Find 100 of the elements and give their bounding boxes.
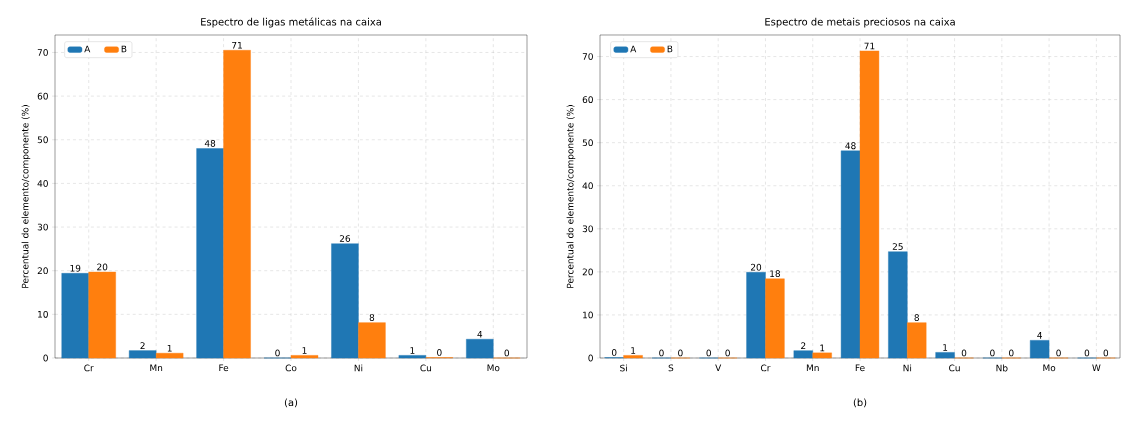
y-tick-label: 40: [582, 182, 593, 190]
x-tick-label: V: [715, 364, 722, 372]
x-tick-label: Si: [620, 364, 627, 372]
x-tick-label: Cu: [949, 364, 960, 372]
y-tick-label: 50: [582, 139, 593, 147]
data-label: 25: [892, 243, 903, 250]
bar: [623, 355, 643, 359]
data-label: 4: [1037, 332, 1042, 339]
x-tick-label: Mo: [1043, 364, 1056, 372]
data-label: 26: [339, 235, 351, 242]
data-label: 0: [706, 349, 711, 357]
data-label: 1: [820, 344, 825, 352]
x-tick-label: Ni: [903, 364, 912, 372]
chart-title: Espectro de ligas metálicas na caixa: [201, 17, 381, 28]
y-tick-label: 0: [43, 354, 48, 362]
text: (a): [284, 398, 298, 408]
data-label: 0: [1009, 349, 1014, 357]
x-tick-label: Cu: [420, 364, 432, 372]
data-label: 71: [864, 42, 875, 50]
data-label: 0: [611, 349, 617, 356]
data-label: 0: [1056, 349, 1061, 357]
legend-label: A: [630, 45, 637, 53]
bar: [398, 355, 427, 359]
data-label: 19: [70, 264, 81, 272]
data-label: 0: [504, 349, 510, 357]
bar: [128, 350, 157, 359]
y-tick-label: 70: [37, 49, 48, 56]
bar: [155, 353, 184, 359]
bar: [859, 50, 880, 359]
data-label: 0: [961, 349, 967, 357]
bar: [358, 322, 386, 359]
data-label: 1: [302, 347, 307, 354]
bar: [61, 273, 89, 359]
bar: [812, 352, 832, 359]
data-label: 1: [943, 344, 948, 351]
data-label: 0: [725, 349, 730, 357]
data-label: 48: [204, 140, 216, 147]
x-tick-label: W: [1092, 364, 1101, 372]
x-tick-label: Mn: [150, 364, 163, 372]
bar: [746, 272, 766, 359]
y-axis-title: Percentual do elemento/componente (%): [566, 105, 576, 288]
bar: [765, 278, 785, 359]
data-label: 0: [1103, 349, 1109, 357]
bar: [88, 271, 116, 359]
data-label: 48: [845, 142, 856, 150]
y-tick-label: 0: [588, 354, 593, 362]
data-label: 0: [659, 349, 664, 357]
x-tick-label: S: [668, 364, 674, 372]
data-label: 20: [750, 263, 762, 271]
y-tick-label: 30: [582, 225, 593, 233]
y-tick-label: 60: [582, 96, 593, 103]
legend-label: B: [667, 45, 673, 53]
y-tick-label: 20: [582, 268, 593, 276]
text: (b): [853, 398, 867, 408]
bar: [907, 322, 927, 359]
data-label: 1: [631, 347, 636, 354]
bar: [888, 251, 908, 359]
bar: [290, 355, 319, 359]
data-label: 71: [232, 42, 242, 49]
bar: [223, 50, 251, 359]
y-tick-label: 60: [37, 92, 48, 100]
y-tick-label: 40: [37, 180, 48, 187]
bar: [1030, 340, 1050, 359]
legend-label: B: [121, 45, 127, 53]
chart-title: Espectro de metais preciosos na caixa: [765, 17, 955, 28]
bar: [331, 243, 359, 359]
data-label: 1: [410, 347, 415, 354]
y-axis-title: Percentual do elemento/componente (%): [21, 105, 31, 288]
bar: [793, 350, 813, 359]
data-label: 2: [140, 342, 145, 349]
data-label: 18: [770, 270, 781, 278]
y-tick-label: 10: [583, 311, 593, 319]
x-tick-label: Cr: [84, 364, 94, 372]
x-tick-label: Co: [285, 364, 297, 372]
data-label: 20: [97, 263, 108, 271]
y-tick-label: 50: [37, 136, 48, 144]
x-tick-label: Fe: [855, 364, 865, 372]
data-label: 4: [477, 331, 483, 338]
x-tick-label: Nb: [996, 364, 1008, 372]
x-tick-label: Mn: [806, 364, 819, 372]
y-tick-label: 20: [37, 267, 48, 275]
legend-label: A: [84, 45, 91, 53]
x-tick-label: Fe: [219, 364, 229, 372]
x-tick-label: Ni: [354, 364, 363, 372]
bar: [466, 339, 494, 359]
bar: [935, 352, 955, 359]
x-tick-label: Mo: [487, 364, 500, 372]
data-label: 0: [990, 349, 995, 357]
data-label: 8: [914, 314, 919, 321]
data-label: 2: [801, 342, 806, 349]
y-tick-label: 10: [38, 310, 48, 318]
data-label: 0: [275, 349, 280, 357]
data-label: 0: [437, 349, 442, 356]
y-tick-label: 70: [582, 53, 593, 60]
data-label: 8: [369, 314, 375, 321]
bar: [196, 148, 224, 359]
bar: [840, 150, 861, 359]
data-label: 0: [678, 349, 683, 357]
data-label: 0: [1084, 349, 1090, 357]
data-label: 1: [167, 344, 172, 352]
